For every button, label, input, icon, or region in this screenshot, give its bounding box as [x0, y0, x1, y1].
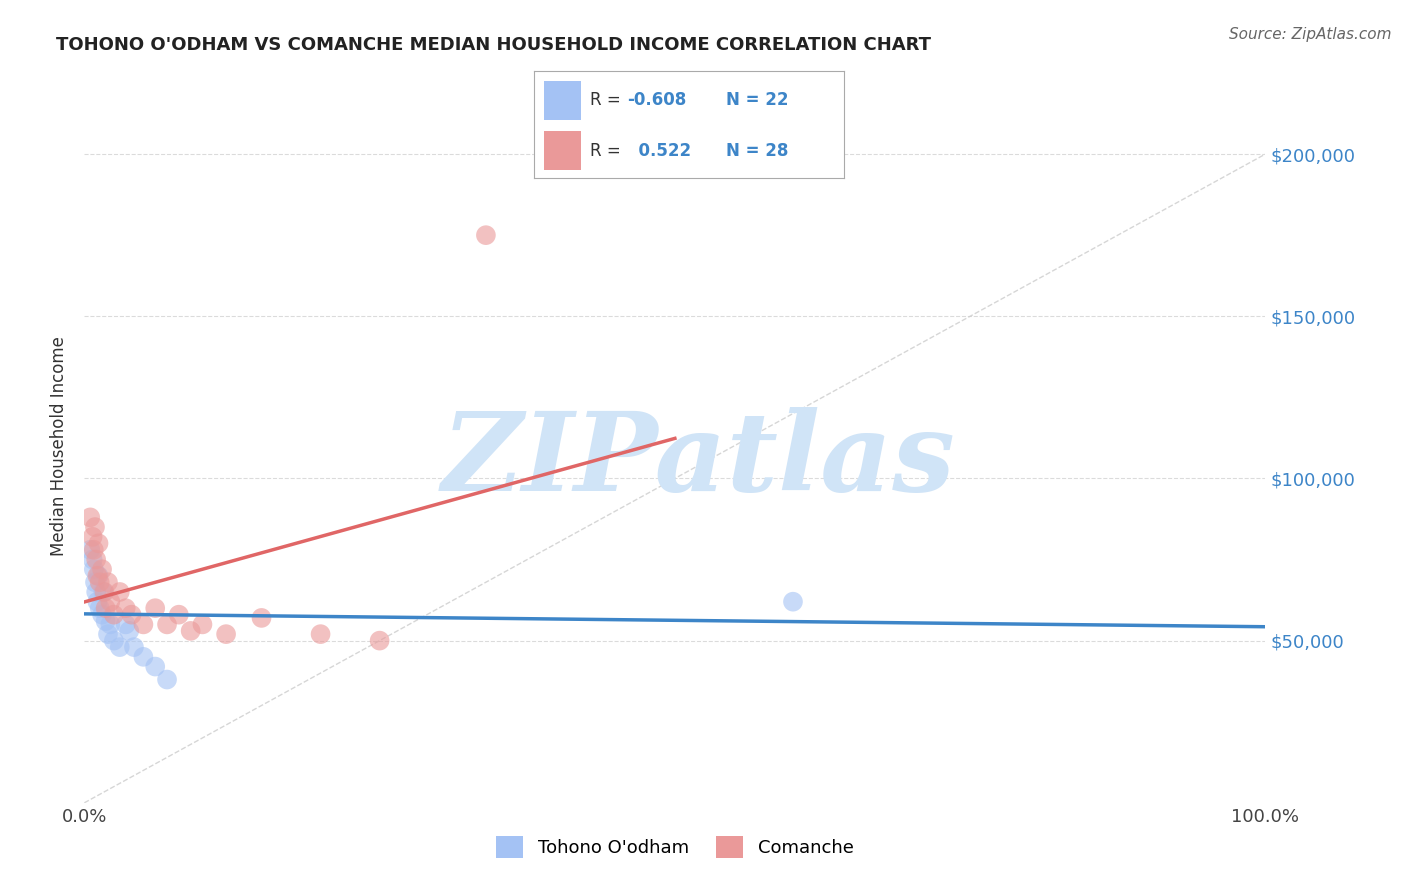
- Point: [309, 627, 332, 641]
- Point: [97, 627, 120, 641]
- Point: [79, 542, 101, 557]
- Point: [475, 228, 498, 243]
- Point: [156, 617, 179, 632]
- Point: [79, 510, 101, 524]
- Text: -0.608: -0.608: [627, 91, 686, 109]
- Point: [91, 607, 114, 622]
- Point: [167, 607, 190, 622]
- Point: [89, 575, 111, 590]
- Point: [122, 640, 145, 654]
- Point: [143, 601, 166, 615]
- Point: [103, 633, 125, 648]
- Point: [97, 575, 120, 590]
- Point: [84, 520, 107, 534]
- Point: [87, 568, 110, 582]
- Point: [114, 617, 136, 632]
- Point: [84, 585, 107, 599]
- Legend: Tohono O'odham, Comanche: Tohono O'odham, Comanche: [489, 829, 860, 865]
- Point: [215, 627, 238, 641]
- Text: N = 28: N = 28: [725, 142, 789, 160]
- Point: [91, 585, 114, 599]
- Point: [103, 607, 125, 622]
- Point: [180, 624, 202, 638]
- Point: [82, 530, 104, 544]
- Text: 0.522: 0.522: [627, 142, 692, 160]
- Point: [91, 562, 114, 576]
- Point: [86, 568, 108, 582]
- Text: TOHONO O'ODHAM VS COMANCHE MEDIAN HOUSEHOLD INCOME CORRELATION CHART: TOHONO O'ODHAM VS COMANCHE MEDIAN HOUSEH…: [56, 36, 931, 54]
- Point: [132, 617, 155, 632]
- Point: [98, 617, 121, 632]
- Point: [84, 575, 107, 590]
- Point: [782, 595, 804, 609]
- Point: [108, 640, 131, 654]
- Text: ZIPatlas: ZIPatlas: [441, 407, 956, 514]
- Point: [84, 552, 107, 566]
- Point: [368, 633, 391, 648]
- Point: [82, 552, 104, 566]
- Text: R =: R =: [591, 91, 626, 109]
- Point: [93, 585, 115, 599]
- Point: [89, 601, 111, 615]
- Point: [191, 617, 214, 632]
- Bar: [544, 131, 581, 169]
- Point: [98, 595, 121, 609]
- Bar: [544, 81, 581, 120]
- Point: [121, 607, 143, 622]
- Point: [250, 611, 273, 625]
- Text: R =: R =: [591, 142, 626, 160]
- Point: [94, 614, 117, 628]
- Point: [94, 601, 117, 615]
- Point: [108, 585, 131, 599]
- Point: [132, 649, 155, 664]
- Point: [114, 601, 136, 615]
- Point: [86, 595, 108, 609]
- Point: [87, 536, 110, 550]
- Y-axis label: Median Household Income: Median Household Income: [51, 336, 69, 556]
- Point: [156, 673, 179, 687]
- Point: [83, 542, 105, 557]
- Point: [83, 562, 105, 576]
- Point: [118, 624, 141, 638]
- Text: Source: ZipAtlas.com: Source: ZipAtlas.com: [1229, 27, 1392, 42]
- Text: N = 22: N = 22: [725, 91, 789, 109]
- Point: [143, 659, 166, 673]
